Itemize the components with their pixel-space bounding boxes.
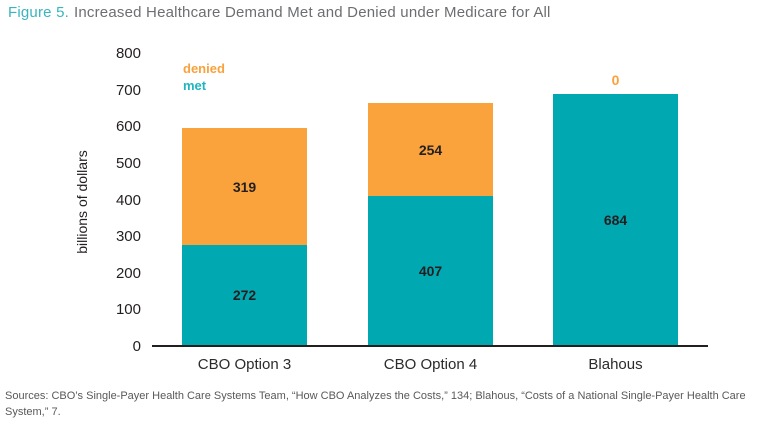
- bar-blahous: 684: [553, 94, 678, 345]
- met-segment: 407: [368, 196, 493, 345]
- met-value-label: 407: [418, 262, 443, 279]
- y-tick-label: 400: [115, 191, 141, 209]
- denied-segment: 254: [368, 103, 493, 196]
- y-tick-label: 100: [115, 301, 141, 319]
- legend-met-label: met: [183, 78, 207, 93]
- y-tick-label: 0: [132, 338, 141, 355]
- chart-title-text: Increased Healthcare Demand Met and Deni…: [74, 4, 551, 21]
- denied-zero-label: 0: [611, 72, 620, 88]
- x-axis-category-label: Blahous: [588, 356, 643, 373]
- legend-denied-label: denied: [183, 61, 225, 76]
- met-segment: 684: [553, 94, 678, 345]
- plot-area: denied met 319 272 254 407 0 684: [152, 54, 708, 347]
- chart-title: Figure 5. Increased Healthcare Demand Met…: [8, 4, 551, 21]
- x-axis-category-label: CBO Option 4: [383, 356, 478, 373]
- y-tick-label: 800: [115, 45, 141, 62]
- met-segment: 272: [182, 245, 307, 345]
- y-tick-label: 200: [115, 264, 141, 282]
- x-labels: CBO Option 3 CBO Option 4 Blahous: [152, 356, 708, 376]
- y-tick-label: 500: [115, 154, 141, 172]
- bar-cbo-option-4: 254 407: [368, 103, 493, 345]
- y-tick-label: 300: [115, 228, 141, 246]
- y-tick-label: 600: [115, 118, 141, 136]
- source-note: Sources: CBO’s Single-Payer Health Care …: [5, 390, 746, 418]
- denied-value-label: 319: [232, 178, 257, 195]
- y-ticks: 0 100 200 300 400 500 600 700 800: [88, 45, 141, 355]
- met-value-label: 684: [603, 211, 628, 228]
- legend: denied met: [183, 60, 225, 94]
- y-tick-label: 700: [115, 81, 141, 99]
- met-value-label: 272: [232, 287, 257, 303]
- denied-value-label: 254: [418, 141, 443, 158]
- chart-title-prefix: Figure 5.: [8, 4, 69, 21]
- bar-cbo-option-3: 319 272: [182, 128, 307, 345]
- denied-segment: 319: [182, 128, 307, 245]
- x-axis-category-label: CBO Option 3: [197, 356, 292, 373]
